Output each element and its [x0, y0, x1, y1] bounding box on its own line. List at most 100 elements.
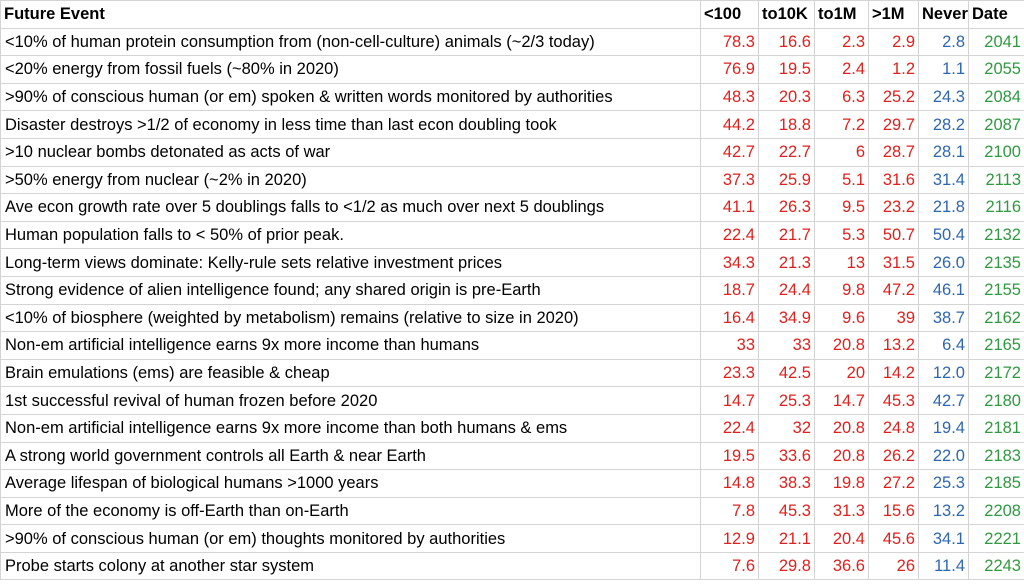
never-cell: 28.1	[918, 137, 969, 167]
table-row: Ave econ growth rate over 5 doublings fa…	[0, 193, 1024, 222]
under-100-cell: 76.9	[700, 55, 759, 84]
table-row: >90% of conscious human (or em) spoken &…	[0, 82, 1024, 112]
table-row: >10 nuclear bombs detonated as acts of w…	[0, 137, 1024, 167]
date-cell: 2041	[968, 27, 1024, 57]
never-cell: 12.0	[918, 358, 969, 388]
to-1m-cell: 2.3	[814, 27, 869, 57]
to-1m-cell: 9.5	[814, 193, 869, 222]
under-100-cell: 14.8	[700, 469, 759, 498]
table-row: >50% energy from nuclear (~2% in 2020) 37…	[0, 165, 1024, 195]
never-cell: 22.0	[918, 441, 969, 471]
under-100-cell: 7.6	[700, 551, 759, 581]
under-100-cell: 48.3	[700, 82, 759, 112]
to-1m-cell: 20	[814, 358, 869, 388]
under-100-cell: 14.7	[700, 386, 759, 415]
to-10k-cell: 25.9	[758, 165, 815, 195]
to-1m-cell: 9.8	[814, 275, 869, 305]
never-cell: 38.7	[918, 303, 969, 333]
to-1m-cell: 20.8	[814, 413, 869, 443]
to-10k-cell: 29.8	[758, 551, 815, 581]
to-10k-cell: 45.3	[758, 496, 815, 526]
header-row: Future Event <100 to10K to1M >1M Never D…	[0, 0, 1024, 29]
never-cell: 46.1	[918, 275, 969, 305]
table-row: Strong evidence of alien intelligence fo…	[0, 275, 1024, 305]
date-cell: 2155	[968, 275, 1024, 305]
header-under-100: <100	[700, 0, 759, 29]
event-cell: 1st successful revival of human frozen b…	[0, 386, 701, 415]
over-1m-cell: 13.2	[868, 331, 919, 360]
event-cell: >90% of conscious human (or em) thoughts…	[0, 524, 701, 553]
table-row: More of the economy is off-Earth than on…	[0, 496, 1024, 526]
never-cell: 19.4	[918, 413, 969, 443]
to-10k-cell: 26.3	[758, 193, 815, 222]
event-cell: Long-term views dominate: Kelly-rule set…	[0, 248, 701, 277]
to-1m-cell: 14.7	[814, 386, 869, 415]
never-cell: 28.2	[918, 110, 969, 139]
under-100-cell: 18.7	[700, 275, 759, 305]
to-10k-cell: 33	[758, 331, 815, 360]
table-row: Probe starts colony at another star syst…	[0, 551, 1024, 581]
over-1m-cell: 29.7	[868, 110, 919, 139]
over-1m-cell: 28.7	[868, 137, 919, 167]
to-10k-cell: 34.9	[758, 303, 815, 333]
to-10k-cell: 20.3	[758, 82, 815, 112]
over-1m-cell: 45.6	[868, 524, 919, 553]
date-cell: 2185	[968, 469, 1024, 498]
under-100-cell: 22.4	[700, 413, 759, 443]
under-100-cell: 78.3	[700, 27, 759, 57]
table-row: Long-term views dominate: Kelly-rule set…	[0, 248, 1024, 277]
table-row: <10% of human protein consumption from (…	[0, 27, 1024, 57]
to-10k-cell: 19.5	[758, 55, 815, 84]
table-row: Disaster destroys >1/2 of economy in les…	[0, 110, 1024, 139]
to-10k-cell: 22.7	[758, 137, 815, 167]
to-10k-cell: 21.3	[758, 248, 815, 277]
under-100-cell: 23.3	[700, 358, 759, 388]
event-cell: A strong world government controls all E…	[0, 441, 701, 471]
header-to-10k: to10K	[758, 0, 815, 29]
to-10k-cell: 21.7	[758, 220, 815, 250]
table-row: Non-em artificial intelligence earns 9x …	[0, 413, 1024, 443]
over-1m-cell: 15.6	[868, 496, 919, 526]
table-row: Human population falls to < 50% of prior…	[0, 220, 1024, 250]
event-cell: <10% of human protein consumption from (…	[0, 27, 701, 57]
header-over-1m: >1M	[868, 0, 919, 29]
event-cell: Ave econ growth rate over 5 doublings fa…	[0, 193, 701, 222]
never-cell: 25.3	[918, 469, 969, 498]
header-future-event: Future Event	[0, 0, 701, 29]
date-cell: 2132	[968, 220, 1024, 250]
event-cell: >50% energy from nuclear (~2% in 2020)	[0, 165, 701, 195]
table-row: Brain emulations (ems) are feasible & ch…	[0, 358, 1024, 388]
event-cell: Probe starts colony at another star syst…	[0, 551, 701, 581]
to-10k-cell: 21.1	[758, 524, 815, 553]
over-1m-cell: 14.2	[868, 358, 919, 388]
over-1m-cell: 24.8	[868, 413, 919, 443]
date-cell: 2135	[968, 248, 1024, 277]
to-10k-cell: 25.3	[758, 386, 815, 415]
over-1m-cell: 1.2	[868, 55, 919, 84]
never-cell: 42.7	[918, 386, 969, 415]
never-cell: 50.4	[918, 220, 969, 250]
to-1m-cell: 13	[814, 248, 869, 277]
under-100-cell: 22.4	[700, 220, 759, 250]
to-1m-cell: 6	[814, 137, 869, 167]
under-100-cell: 19.5	[700, 441, 759, 471]
event-cell: Average lifespan of biological humans >1…	[0, 469, 701, 498]
event-cell: >10 nuclear bombs detonated as acts of w…	[0, 137, 701, 167]
under-100-cell: 12.9	[700, 524, 759, 553]
date-cell: 2162	[968, 303, 1024, 333]
date-cell: 2183	[968, 441, 1024, 471]
to-1m-cell: 5.3	[814, 220, 869, 250]
over-1m-cell: 47.2	[868, 275, 919, 305]
never-cell: 1.1	[918, 55, 969, 84]
over-1m-cell: 31.5	[868, 248, 919, 277]
under-100-cell: 34.3	[700, 248, 759, 277]
date-cell: 2100	[968, 137, 1024, 167]
never-cell: 31.4	[918, 165, 969, 195]
under-100-cell: 42.7	[700, 137, 759, 167]
over-1m-cell: 23.2	[868, 193, 919, 222]
never-cell: 24.3	[918, 82, 969, 112]
to-10k-cell: 42.5	[758, 358, 815, 388]
table-row: 1st successful revival of human frozen b…	[0, 386, 1024, 415]
table-row: Average lifespan of biological humans >1…	[0, 469, 1024, 498]
never-cell: 34.1	[918, 524, 969, 553]
